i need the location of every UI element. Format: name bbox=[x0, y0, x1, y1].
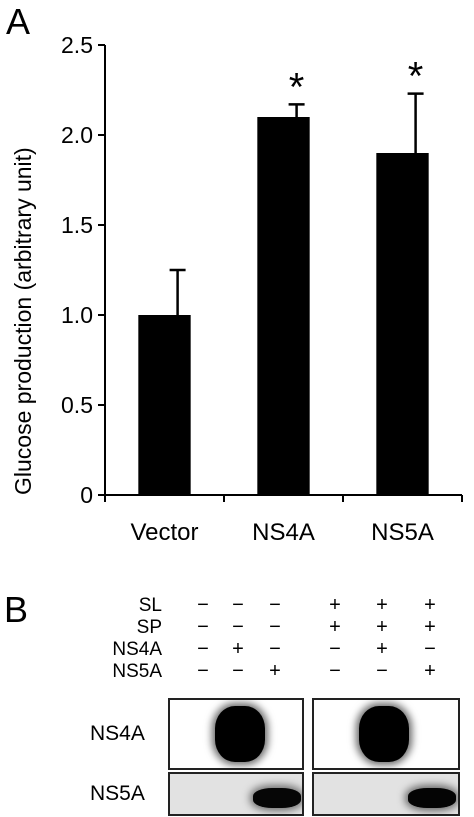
condition-sign: − bbox=[197, 660, 209, 682]
condition-sign: − bbox=[424, 638, 436, 660]
condition-sign: + bbox=[232, 638, 244, 660]
condition-sign: + bbox=[376, 594, 388, 616]
condition-sign: − bbox=[232, 594, 244, 616]
condition-sign: + bbox=[329, 616, 341, 638]
condition-label: NS5A bbox=[112, 661, 162, 682]
condition-sign: − bbox=[269, 594, 281, 616]
y-axis-label: Glucose production (arbitrary unit) bbox=[10, 147, 36, 495]
blot-label: NS5A bbox=[90, 782, 145, 805]
blot-strip bbox=[168, 772, 304, 816]
blot-strip bbox=[312, 698, 460, 770]
condition-sign: − bbox=[376, 660, 388, 682]
y-tick-label: 1.0 bbox=[61, 302, 93, 328]
condition-sign: + bbox=[376, 616, 388, 638]
bar bbox=[138, 315, 191, 495]
y-tick-label: 0 bbox=[80, 482, 93, 508]
blot-label: NS4A bbox=[90, 722, 145, 745]
y-tick-label: 0.5 bbox=[61, 392, 93, 418]
condition-label: SP bbox=[136, 617, 162, 638]
condition-sign: + bbox=[329, 594, 341, 616]
condition-label: NS4A bbox=[112, 639, 162, 660]
bar bbox=[376, 153, 429, 495]
condition-sign: − bbox=[329, 660, 341, 682]
condition-sign: + bbox=[424, 594, 436, 616]
panel-b-letter: B bbox=[4, 589, 29, 630]
condition-sign: − bbox=[269, 616, 281, 638]
protein-band bbox=[215, 706, 265, 762]
condition-sign: + bbox=[376, 638, 388, 660]
y-tick-label: 2.0 bbox=[61, 122, 93, 148]
condition-sign: − bbox=[232, 616, 244, 638]
x-tick-label: NS4A bbox=[252, 519, 315, 546]
panel-a-letter: A bbox=[6, 1, 31, 42]
protein-band bbox=[359, 706, 409, 762]
condition-label: SL bbox=[138, 595, 162, 616]
protein-band bbox=[408, 788, 456, 808]
significance-marker: * bbox=[408, 55, 424, 99]
y-tick-label: 2.5 bbox=[61, 32, 93, 58]
x-tick-label: Vector bbox=[130, 519, 198, 546]
condition-sign: + bbox=[424, 616, 436, 638]
protein-band bbox=[253, 788, 301, 808]
significance-marker: * bbox=[289, 65, 305, 109]
condition-sign: − bbox=[269, 638, 281, 660]
condition-sign: − bbox=[232, 660, 244, 682]
blot-strip bbox=[312, 772, 460, 816]
bar bbox=[257, 117, 310, 495]
bar-chart: 0 0.5 1.0 1.5 2.0 2.5 Vector * NS4A * NS5A bbox=[61, 32, 463, 546]
y-tick-label: 1.5 bbox=[61, 212, 93, 238]
condition-sign: + bbox=[269, 660, 281, 682]
condition-sign: − bbox=[197, 594, 209, 616]
western-blot-panel: B SL − − − + + + SP − − − + + + NS4A − + − − + − NS5A − − + − − + N… bbox=[0, 590, 474, 817]
condition-sign: − bbox=[197, 616, 209, 638]
condition-sign: − bbox=[197, 638, 209, 660]
blot-strip bbox=[168, 698, 304, 770]
condition-sign: − bbox=[329, 638, 341, 660]
x-tick-label: NS5A bbox=[371, 519, 434, 546]
condition-sign: + bbox=[424, 660, 436, 682]
